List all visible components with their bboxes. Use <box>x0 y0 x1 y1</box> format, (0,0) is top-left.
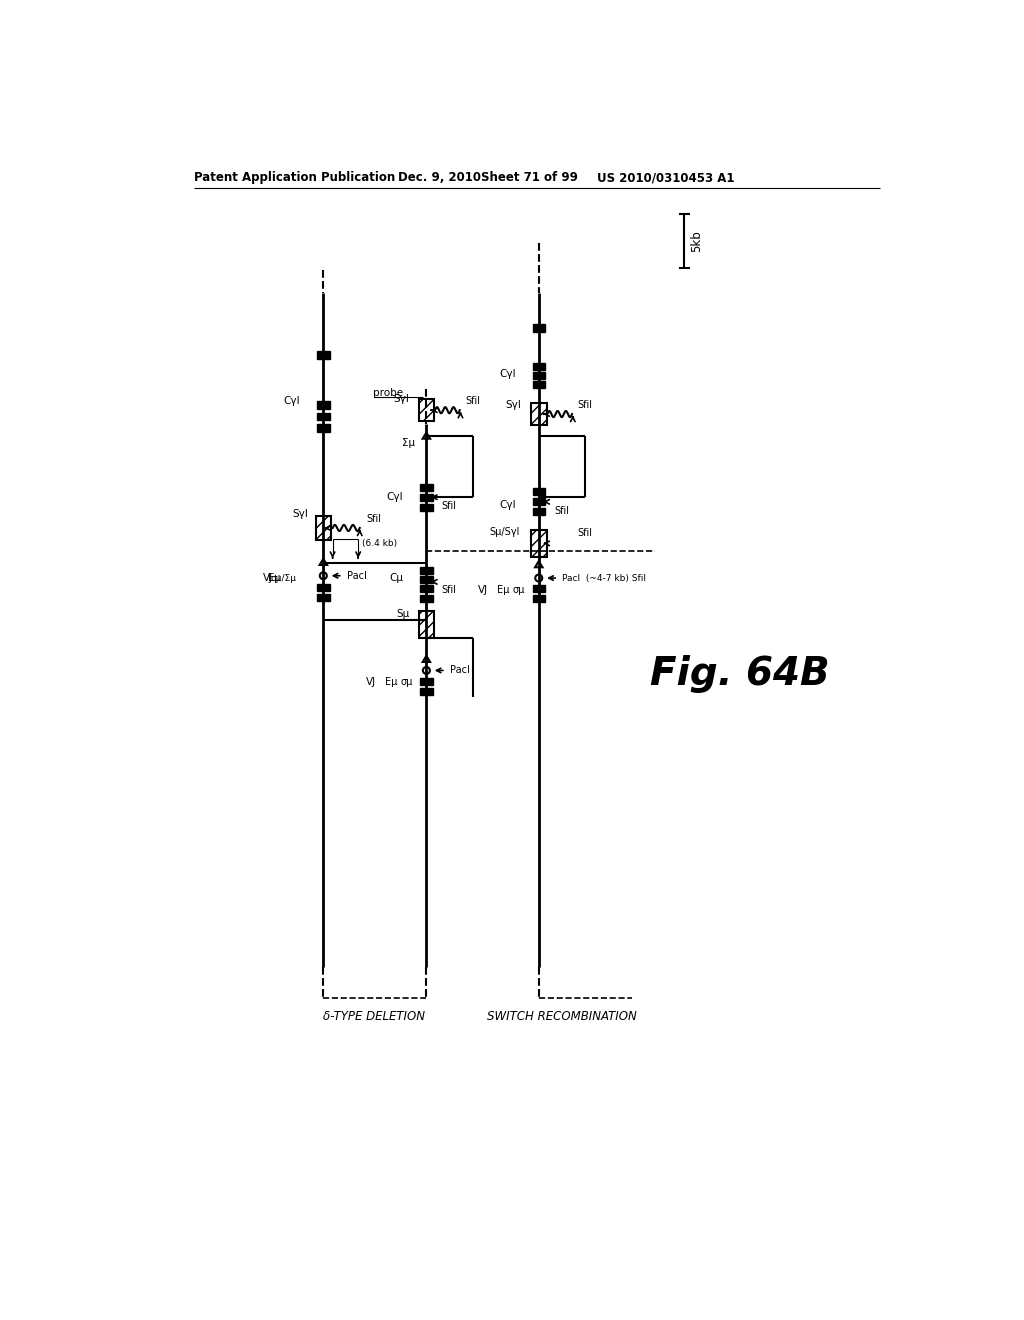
Text: Eμ: Eμ <box>268 573 281 583</box>
Text: σμ: σμ <box>400 677 413 686</box>
Text: Sfil: Sfil <box>366 513 381 524</box>
Text: 5kb: 5kb <box>690 230 703 252</box>
Bar <box>532 488 545 495</box>
Text: US 2010/0310453 A1: US 2010/0310453 A1 <box>597 172 734 185</box>
Bar <box>420 494 432 500</box>
Bar <box>420 677 432 685</box>
Bar <box>531 529 547 557</box>
Text: Sfil: Sfil <box>578 400 593 409</box>
Text: Sfil: Sfil <box>554 506 569 516</box>
Text: Sfil: Sfil <box>442 585 457 594</box>
Bar <box>532 595 545 602</box>
Text: Sγl: Sγl <box>393 395 410 404</box>
Bar <box>420 504 432 511</box>
Bar <box>420 595 432 602</box>
Text: Cγl: Cγl <box>499 500 515 510</box>
Text: PacI  (~4-7 kb) Sfil: PacI (~4-7 kb) Sfil <box>562 574 646 582</box>
Bar <box>532 323 545 331</box>
Text: Sμ/Sγl: Sμ/Sγl <box>489 527 519 537</box>
Bar <box>317 594 330 601</box>
Bar <box>532 585 545 593</box>
Text: σμ: σμ <box>512 585 524 594</box>
Text: Sfil: Sfil <box>578 528 593 539</box>
Bar <box>317 401 330 409</box>
Text: Sheet 71 of 99: Sheet 71 of 99 <box>480 172 578 185</box>
Text: VJ: VJ <box>366 677 376 686</box>
Bar <box>420 576 432 583</box>
Bar <box>317 424 330 432</box>
Text: Sγl: Sγl <box>506 400 521 409</box>
Bar <box>532 381 545 388</box>
Bar <box>317 583 330 591</box>
Text: PacI: PacI <box>450 665 469 676</box>
Text: δ-TYPE DELETION: δ-TYPE DELETION <box>324 1010 425 1023</box>
Text: VJ: VJ <box>263 573 273 583</box>
Bar <box>315 516 331 540</box>
Text: Eμ: Eμ <box>385 677 397 686</box>
Bar <box>531 404 547 425</box>
Bar <box>532 372 545 379</box>
Text: σμ/Σμ: σμ/Σμ <box>270 574 296 582</box>
Text: probe: probe <box>373 388 403 399</box>
Text: Cγl: Cγl <box>386 492 403 502</box>
Text: Cμ: Cμ <box>389 573 403 583</box>
Bar <box>420 566 432 574</box>
Text: PacI: PacI <box>346 570 367 581</box>
Text: Sγl: Sγl <box>292 510 308 519</box>
Text: Fig. 64B: Fig. 64B <box>650 655 830 693</box>
Bar <box>420 585 432 593</box>
Text: Σμ: Σμ <box>401 438 415 449</box>
Text: Sfil: Sfil <box>465 396 480 407</box>
Bar <box>419 611 434 638</box>
Text: (6.4 kb): (6.4 kb) <box>362 539 397 548</box>
Bar <box>419 400 434 421</box>
Text: VJ: VJ <box>478 585 488 594</box>
Text: Cγl: Cγl <box>499 370 515 379</box>
Text: SWITCH RECOMBINATION: SWITCH RECOMBINATION <box>487 1010 637 1023</box>
Text: Patent Application Publication: Patent Application Publication <box>194 172 395 185</box>
Bar <box>317 412 330 420</box>
Bar <box>420 484 432 491</box>
Text: Sμ: Sμ <box>396 610 410 619</box>
Bar <box>420 688 432 694</box>
Bar <box>532 508 545 515</box>
Bar <box>532 363 545 370</box>
Text: Cγl: Cγl <box>284 396 300 407</box>
Bar <box>317 351 330 359</box>
Bar <box>532 499 545 506</box>
Text: Dec. 9, 2010: Dec. 9, 2010 <box>397 172 480 185</box>
Text: Eμ: Eμ <box>497 585 509 594</box>
Text: Sfil: Sfil <box>442 500 457 511</box>
